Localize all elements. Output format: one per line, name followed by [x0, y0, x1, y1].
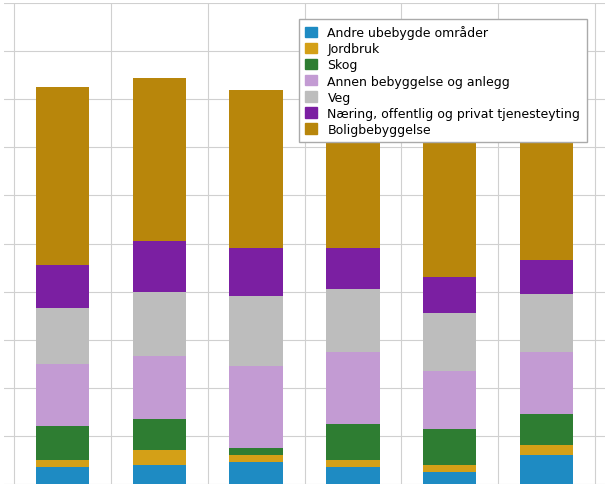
Bar — [423, 278, 476, 314]
Bar — [326, 352, 379, 424]
Bar — [36, 309, 89, 364]
Bar — [423, 95, 476, 278]
Bar — [326, 467, 379, 484]
Bar — [423, 371, 476, 428]
Bar — [326, 460, 379, 467]
Bar — [230, 297, 283, 366]
Bar — [520, 455, 573, 484]
Bar — [230, 462, 283, 484]
Bar — [36, 265, 89, 309]
Bar — [230, 366, 283, 448]
Bar — [520, 352, 573, 414]
Bar — [133, 465, 186, 484]
Bar — [326, 249, 379, 289]
Bar — [133, 292, 186, 357]
Bar — [133, 419, 186, 450]
Legend: Andre ubebygde områder, Jordbruk, Skog, Annen bebyggelse og anlegg, Veg, Næring,: Andre ubebygde områder, Jordbruk, Skog, … — [298, 20, 586, 143]
Bar — [133, 357, 186, 419]
Bar — [520, 261, 573, 294]
Bar — [326, 289, 379, 352]
Bar — [230, 448, 283, 455]
Bar — [423, 465, 476, 472]
Bar — [36, 460, 89, 467]
Bar — [520, 414, 573, 446]
Bar — [133, 450, 186, 465]
Bar — [520, 294, 573, 352]
Bar — [230, 249, 283, 297]
Bar — [423, 472, 476, 484]
Bar — [423, 314, 476, 371]
Bar — [230, 90, 283, 249]
Bar — [36, 88, 89, 265]
Bar — [326, 95, 379, 249]
Bar — [230, 455, 283, 462]
Bar — [36, 364, 89, 427]
Bar — [520, 95, 573, 261]
Bar — [36, 467, 89, 484]
Bar — [423, 428, 476, 465]
Bar — [133, 242, 186, 292]
Bar — [36, 427, 89, 460]
Bar — [326, 424, 379, 460]
Bar — [133, 79, 186, 242]
Bar — [520, 446, 573, 455]
